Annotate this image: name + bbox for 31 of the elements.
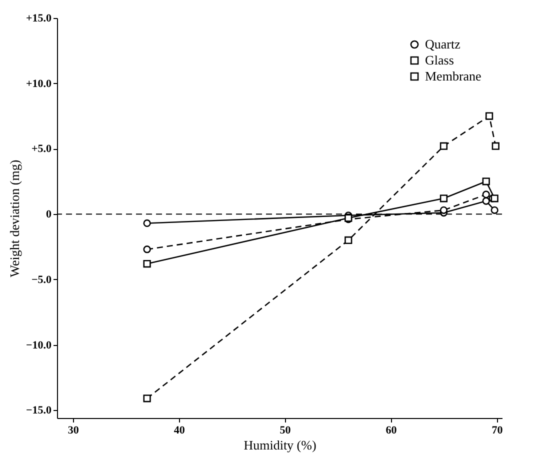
point xyxy=(490,206,498,214)
legend-label: Membrane xyxy=(425,68,482,84)
point xyxy=(143,260,151,268)
y-tick-label: +15.0 xyxy=(26,12,52,24)
x-tick-label: 30 xyxy=(68,424,80,436)
x-tick-label: 40 xyxy=(174,424,186,436)
y-tick-label: 0 xyxy=(46,208,52,221)
point xyxy=(143,394,151,402)
point xyxy=(344,236,352,244)
legend-label: Glass xyxy=(425,52,454,68)
x-axis-title: Humidity (%) xyxy=(244,438,316,452)
point xyxy=(482,190,490,198)
legend-label: Quartz xyxy=(425,36,461,52)
point xyxy=(482,197,490,205)
point xyxy=(485,112,494,120)
y-axis-title: Weight deviation (mg) xyxy=(6,160,22,278)
point xyxy=(492,142,500,150)
point xyxy=(440,194,448,202)
point xyxy=(143,246,151,254)
y-tick-label: −15.0 xyxy=(26,404,52,417)
y-tick-label: −10.0 xyxy=(26,339,52,352)
y-tick-label: +10.0 xyxy=(26,78,52,90)
point xyxy=(440,206,448,214)
y-tick-label: −5.0 xyxy=(31,274,52,286)
x-tick-label: 50 xyxy=(280,424,292,436)
point xyxy=(143,219,151,228)
x-tick-label: 70 xyxy=(492,424,504,436)
x-tick-label: 60 xyxy=(386,424,398,436)
y-tick-label: +5.0 xyxy=(31,143,52,156)
point xyxy=(440,142,448,150)
point xyxy=(482,178,490,186)
